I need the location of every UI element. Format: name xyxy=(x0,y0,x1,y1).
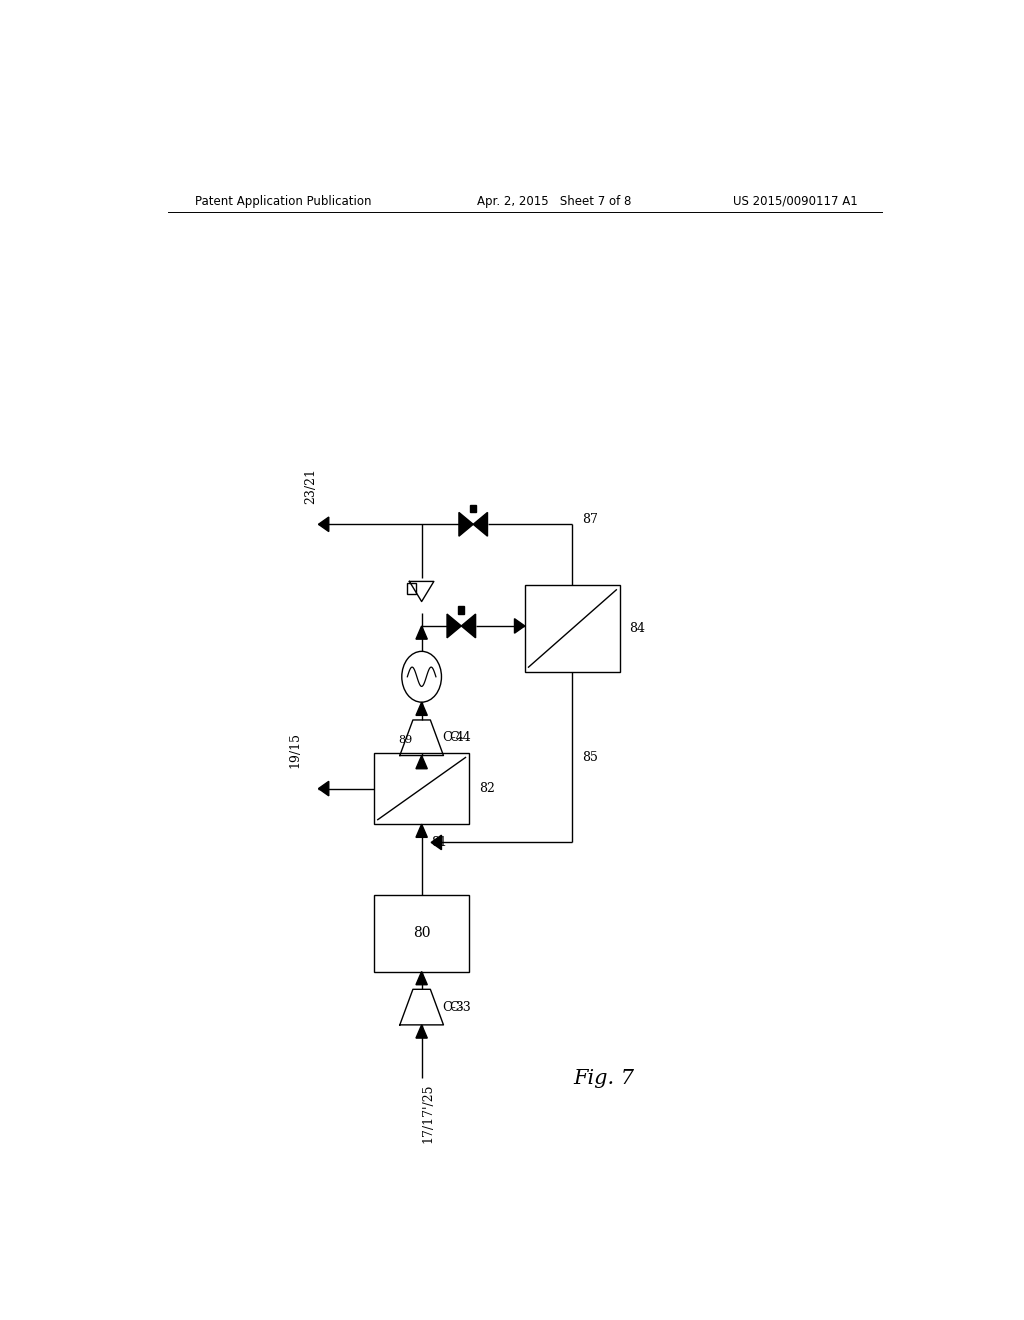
Text: C-4: C-4 xyxy=(450,731,471,744)
Text: Patent Application Publication: Patent Application Publication xyxy=(196,194,372,207)
Polygon shape xyxy=(461,614,475,638)
Bar xyxy=(470,504,476,512)
Text: 17/17'/25: 17/17'/25 xyxy=(422,1084,434,1143)
Bar xyxy=(459,606,464,614)
Text: Apr. 2, 2015   Sheet 7 of 8: Apr. 2, 2015 Sheet 7 of 8 xyxy=(477,194,632,207)
Polygon shape xyxy=(431,836,441,850)
Text: 80: 80 xyxy=(413,927,430,940)
Polygon shape xyxy=(459,512,473,536)
Text: C-3: C-3 xyxy=(450,1001,471,1014)
Polygon shape xyxy=(416,626,427,639)
Polygon shape xyxy=(473,512,487,536)
Bar xyxy=(524,585,620,672)
Polygon shape xyxy=(416,755,427,768)
Polygon shape xyxy=(416,1024,427,1038)
Bar xyxy=(407,582,416,594)
Bar xyxy=(374,895,469,972)
Text: 89: 89 xyxy=(398,735,412,744)
Text: 84: 84 xyxy=(630,622,645,635)
Text: Fig. 7: Fig. 7 xyxy=(573,1069,635,1088)
Text: 82: 82 xyxy=(479,781,495,795)
Text: C-4: C-4 xyxy=(442,731,464,744)
Text: C-3: C-3 xyxy=(442,1001,464,1014)
Polygon shape xyxy=(416,824,427,837)
Text: 85: 85 xyxy=(582,751,598,763)
Text: 81: 81 xyxy=(431,836,447,849)
Text: US 2015/0090117 A1: US 2015/0090117 A1 xyxy=(733,194,858,207)
Polygon shape xyxy=(447,614,461,638)
Polygon shape xyxy=(416,972,427,985)
Text: 87: 87 xyxy=(582,512,598,525)
Text: 23/21: 23/21 xyxy=(304,469,317,504)
Text: 19/15: 19/15 xyxy=(288,733,301,768)
Polygon shape xyxy=(416,702,427,715)
Polygon shape xyxy=(318,781,329,796)
Polygon shape xyxy=(514,619,524,634)
Bar xyxy=(374,752,469,824)
Polygon shape xyxy=(318,517,329,532)
